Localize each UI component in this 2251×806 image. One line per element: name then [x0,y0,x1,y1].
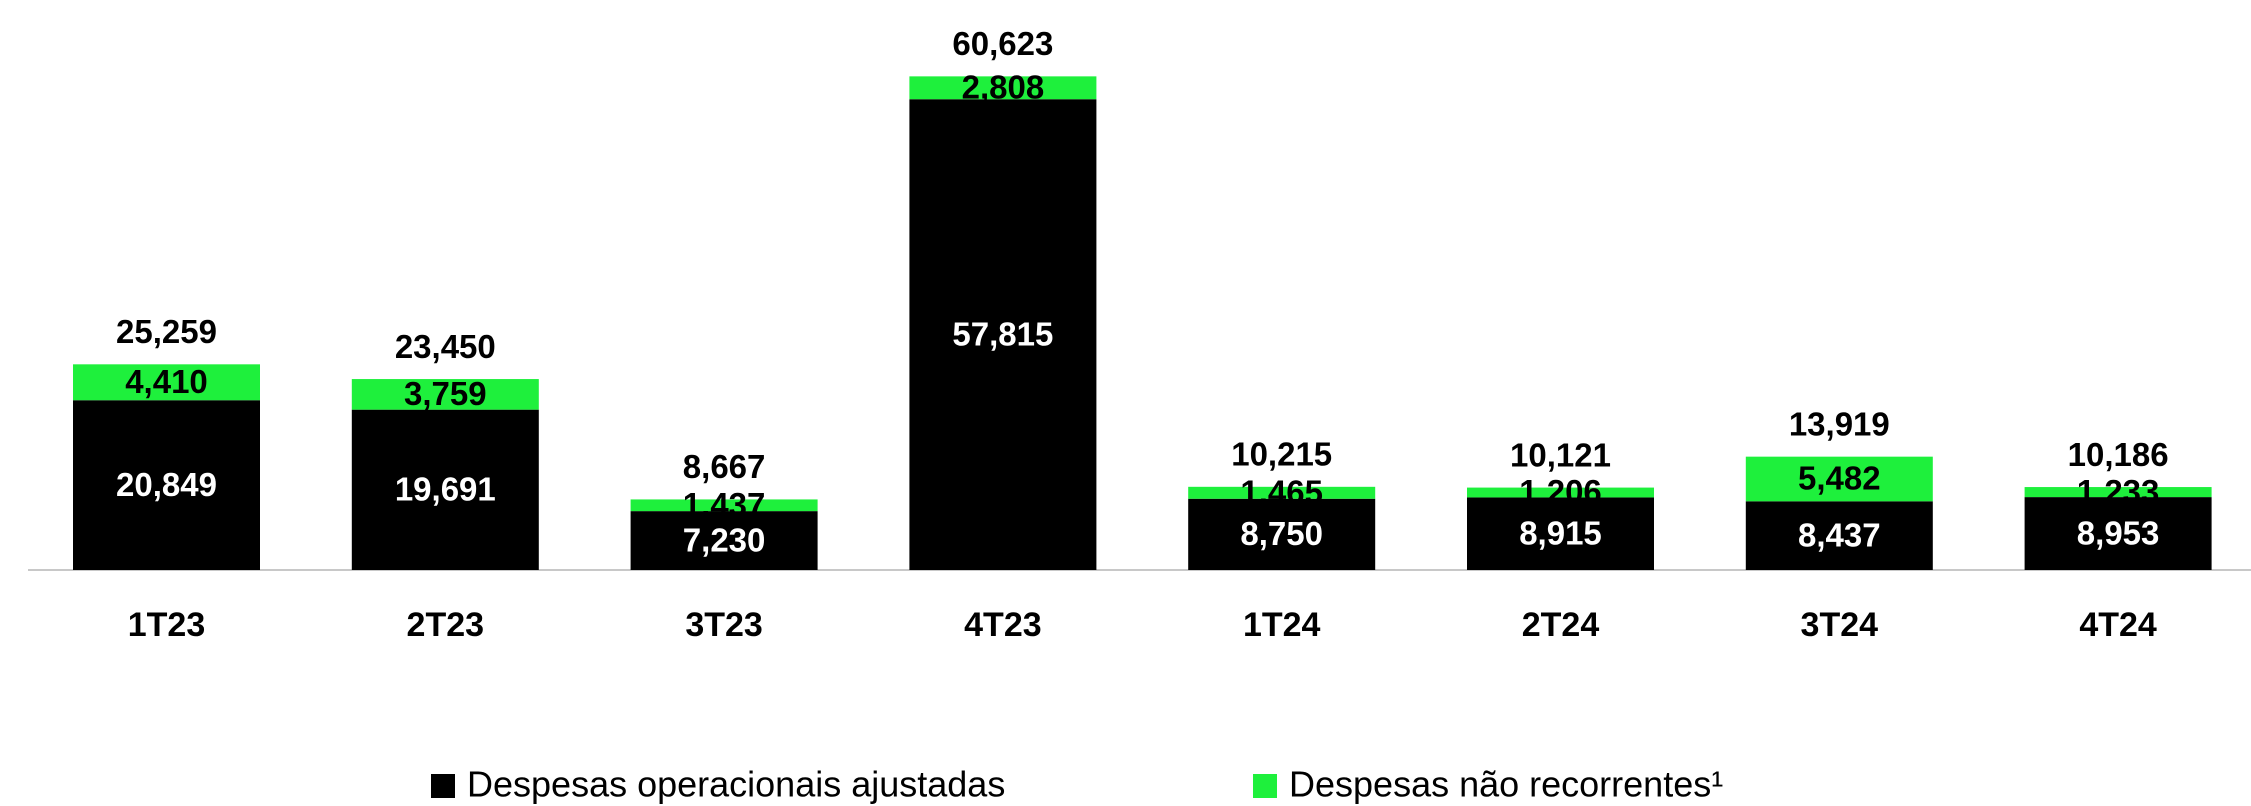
total-label: 10,215 [1231,436,1332,473]
value-label: 3,759 [404,375,487,412]
value-label: 4,410 [125,363,208,400]
bar-segment [1745,456,1933,502]
bar-segment [1188,498,1376,570]
value-label: 8,437 [1798,516,1881,553]
x-tick-label: 1T24 [1243,606,1321,644]
total-label: 13,919 [1789,405,1890,442]
value-label: 7,230 [683,521,766,558]
x-tick-label: 4T24 [2079,606,2157,644]
value-label: 2,808 [962,69,1045,106]
x-tick-label: 1T23 [128,606,206,644]
total-label: 10,186 [2068,436,2169,473]
legend-swatch [431,774,455,798]
bar-segment [1467,487,1654,498]
legend-swatch [1253,774,1277,798]
bar-segment [2024,497,2212,570]
total-label: 23,450 [395,328,496,365]
legend-label: Despesas operacionais ajustadas [467,764,1005,805]
value-label: 1,233 [2077,473,2160,510]
bar-segment [630,511,818,570]
bar-segment [1467,497,1654,570]
bar-segment [73,364,260,401]
bar-segment [1188,486,1376,499]
value-label: 1,206 [1519,473,1602,510]
value-label: 8,750 [1240,515,1323,552]
bar-segment [351,379,539,410]
x-tick-label: 2T24 [1522,606,1600,644]
bar-segment [1745,501,1933,570]
total-label: 8,667 [683,448,766,485]
total-label: 25,259 [116,313,217,350]
value-label: 57,815 [952,315,1053,352]
bar-segment [630,499,818,512]
x-tick-label: 4T23 [964,606,1042,644]
total-label: 10,121 [1510,436,1611,473]
bar-segment [909,76,1097,100]
x-tick-label: 3T24 [1801,606,1879,644]
bar-segment [351,409,539,570]
value-label: 1,437 [683,486,766,523]
x-tick-label: 2T23 [407,606,485,644]
total-label: 60,623 [952,25,1053,62]
value-label: 5,482 [1798,460,1881,497]
value-label: 8,953 [2077,514,2160,551]
legend-label: Despesas não recorrentes¹ [1289,764,1723,805]
value-label: 20,849 [116,466,217,503]
value-label: 19,691 [395,471,496,508]
x-tick-label: 3T23 [685,606,763,644]
bar-segment [2024,487,2212,498]
value-label: 8,915 [1519,514,1602,551]
bar-segment [73,400,260,570]
bar-segment [909,99,1097,571]
value-label: 1,465 [1240,474,1323,511]
